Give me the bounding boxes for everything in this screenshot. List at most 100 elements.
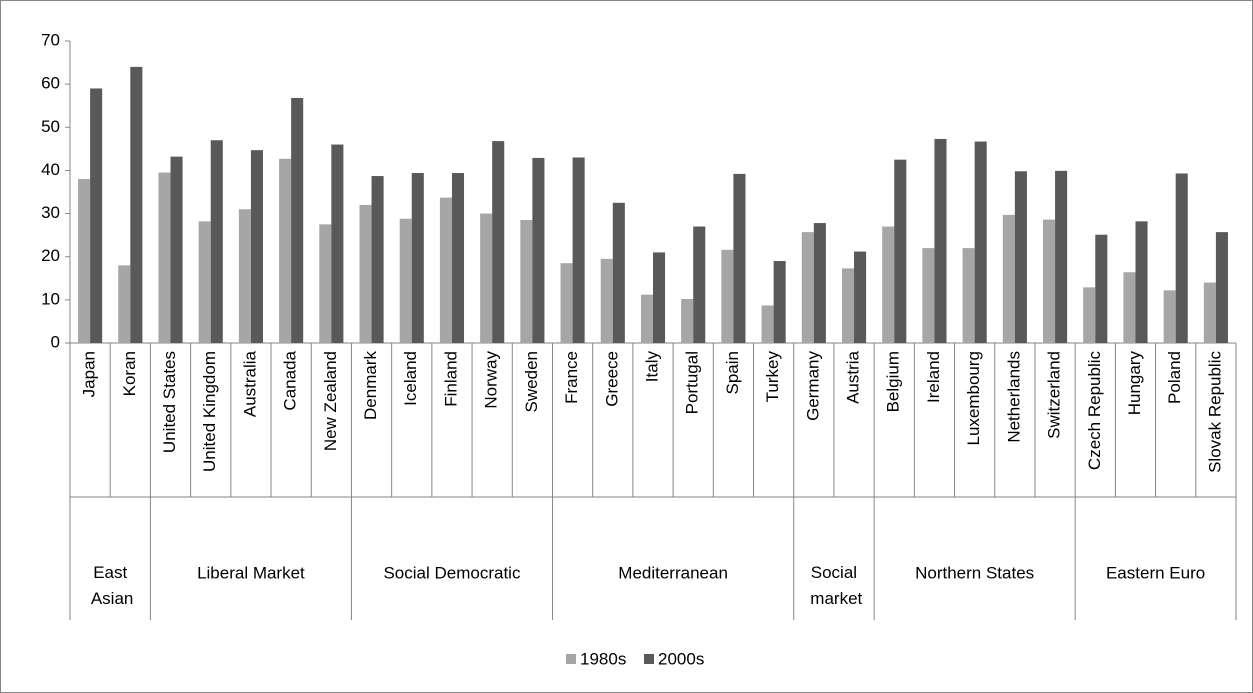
x-tick-label: Netherlands <box>1004 351 1023 443</box>
x-tick-label: Iceland <box>401 351 420 406</box>
bar <box>291 97 304 343</box>
bar <box>371 176 384 343</box>
bar <box>78 179 91 343</box>
bar <box>1123 272 1136 343</box>
x-tick-label: Turkey <box>763 351 782 403</box>
x-tick-label: Italy <box>642 351 661 383</box>
bar <box>813 223 826 343</box>
group-label: Northern States <box>915 563 1034 582</box>
x-tick-label: Slovak Republic <box>1205 351 1224 473</box>
x-tick-label: Poland <box>1165 351 1184 404</box>
bar <box>1002 214 1015 343</box>
bar <box>1135 221 1148 343</box>
y-tick-label: 30 <box>41 203 60 222</box>
x-tick-label: Switzerland <box>1045 351 1064 439</box>
bar <box>1055 170 1068 343</box>
x-tick-label: Sweden <box>522 351 541 412</box>
bar <box>653 252 666 343</box>
x-tick-label: Germany <box>803 351 822 421</box>
bar <box>492 141 505 343</box>
x-tick-label: Luxembourg <box>964 351 983 446</box>
bar <box>882 226 895 343</box>
bar <box>250 150 263 343</box>
bar <box>612 202 625 343</box>
bar <box>198 221 211 343</box>
x-tick-label: France <box>562 351 581 404</box>
legend-swatch <box>644 654 654 664</box>
bar <box>962 248 975 343</box>
y-tick-label: 40 <box>41 160 60 179</box>
bar <box>894 159 907 343</box>
bar <box>90 88 103 343</box>
bar <box>279 158 292 343</box>
bar <box>1095 234 1108 343</box>
y-tick-label: 20 <box>41 246 60 265</box>
x-tick-label: Austria <box>844 350 863 403</box>
x-tick-label: Belgium <box>884 351 903 412</box>
bar <box>773 261 786 343</box>
group-label: Liberal Market <box>197 563 305 582</box>
bar <box>560 263 573 343</box>
bar <box>600 258 613 343</box>
bar <box>359 204 372 343</box>
bar <box>1014 171 1027 343</box>
y-tick-label: 0 <box>51 332 60 351</box>
y-tick-label: 10 <box>41 289 60 308</box>
bar <box>451 173 465 343</box>
bar <box>399 218 412 343</box>
bar <box>1083 287 1096 343</box>
bar <box>1175 173 1188 343</box>
bar <box>238 209 251 343</box>
bar <box>721 249 734 343</box>
bar <box>1203 282 1216 343</box>
bar <box>210 140 223 343</box>
bar <box>761 305 774 343</box>
bar <box>681 298 694 343</box>
bar <box>1215 232 1228 343</box>
bar <box>170 156 183 343</box>
x-tick-label: Czech Republic <box>1085 351 1104 471</box>
group-label: Social market <box>806 563 863 608</box>
bar <box>854 251 867 343</box>
group-label: Eastern Euro <box>1106 563 1205 582</box>
y-tick-label: 70 <box>41 30 60 49</box>
bar <box>801 232 814 343</box>
y-tick-label: 50 <box>41 117 60 136</box>
group-label: Social Democratic <box>383 563 520 582</box>
bar <box>411 173 424 343</box>
x-tick-label: Canada <box>281 350 300 410</box>
bar <box>572 157 585 343</box>
x-tick-label: Spain <box>723 351 742 394</box>
bar <box>130 66 143 343</box>
x-tick-label: Ireland <box>924 351 943 403</box>
bar <box>934 138 947 343</box>
bar <box>118 265 131 343</box>
x-tick-label: United States <box>160 351 179 453</box>
legend-label: 2000s <box>658 649 704 668</box>
bar <box>480 213 493 343</box>
bar <box>1043 219 1056 343</box>
legend-label: 1980s <box>580 649 626 668</box>
bar <box>1163 290 1176 343</box>
bar <box>532 157 545 343</box>
bar <box>331 144 344 343</box>
y-tick-label: 60 <box>41 74 60 93</box>
x-tick-label: Denmark <box>361 351 380 420</box>
x-tick-label: United Kingdom <box>200 351 219 472</box>
x-tick-label: Finland <box>441 351 460 407</box>
x-tick-label: Greece <box>602 351 621 407</box>
legend-swatch <box>566 654 576 664</box>
bar <box>922 248 935 343</box>
x-tick-label: Australia <box>240 350 259 417</box>
x-tick-label: Japan <box>80 351 99 397</box>
x-tick-label: New Zealand <box>321 351 340 451</box>
bar <box>520 220 533 343</box>
x-tick-label: Koran <box>120 351 139 396</box>
bar <box>693 226 706 343</box>
bar <box>158 172 171 343</box>
x-tick-label: Portugal <box>683 351 702 414</box>
bar <box>841 268 855 343</box>
x-tick-label: Norway <box>482 351 501 409</box>
